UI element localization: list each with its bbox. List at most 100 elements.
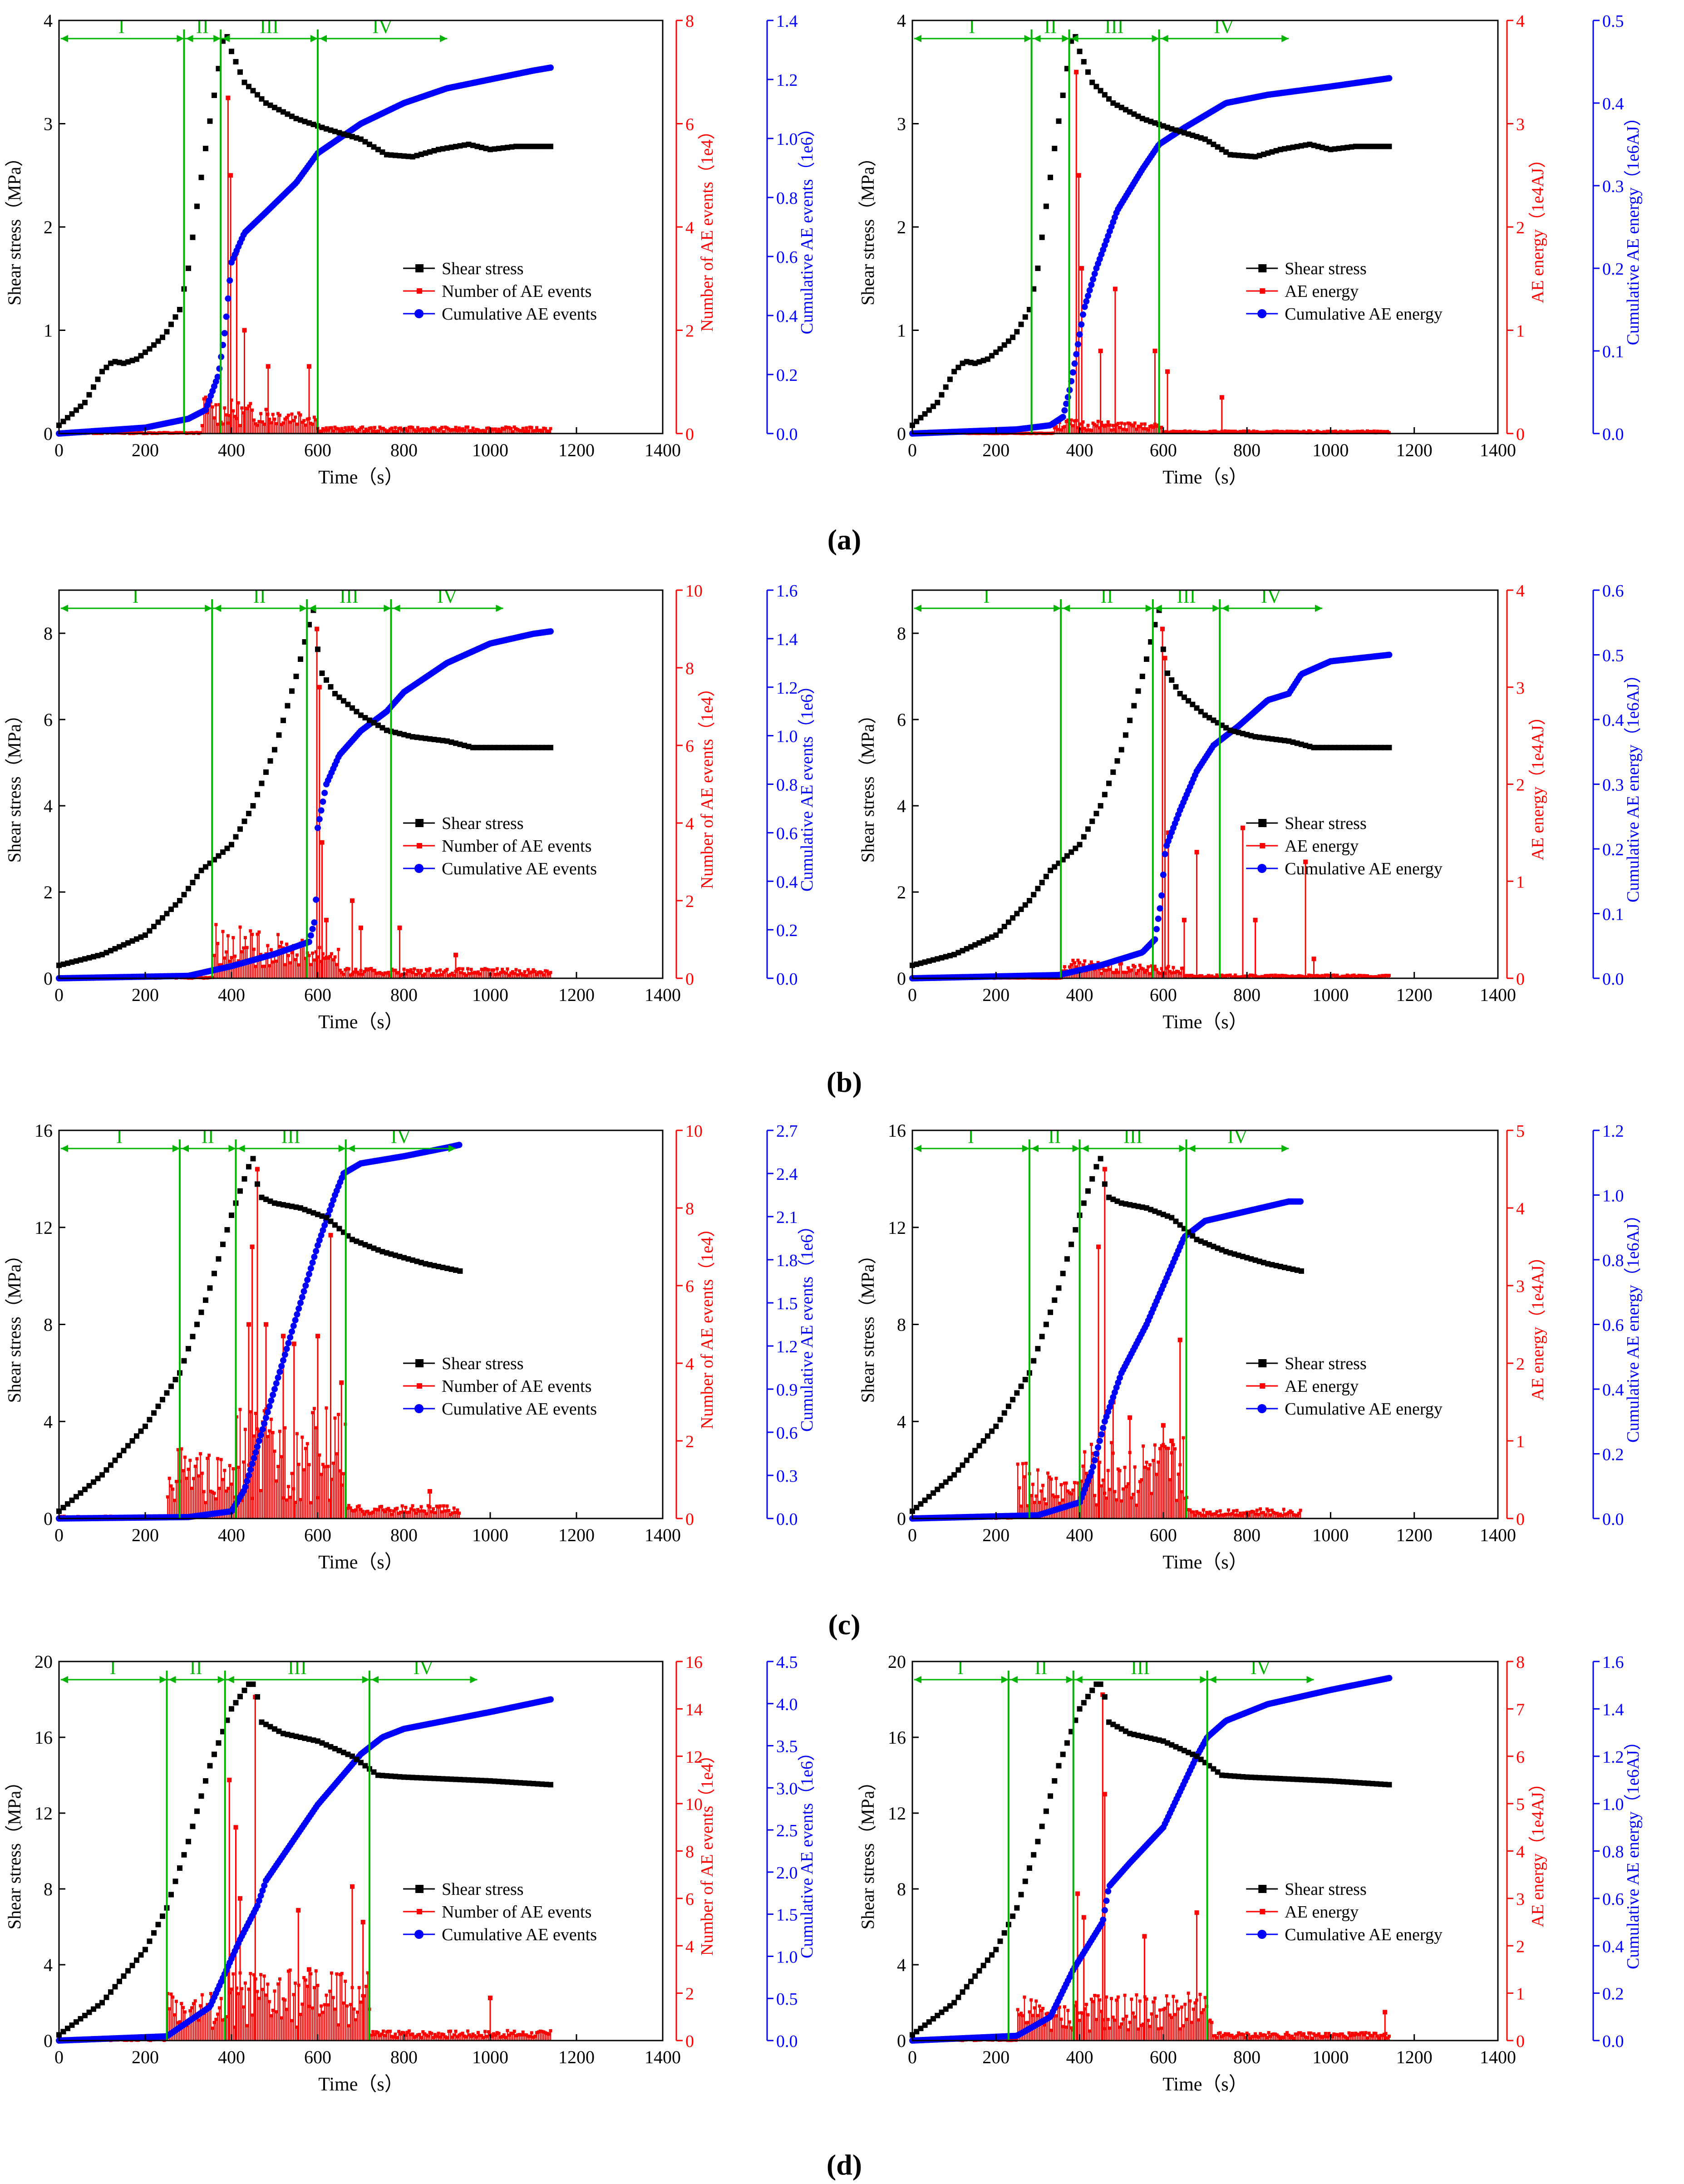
cumulative-point: [1091, 271, 1098, 277]
ae-point: [325, 426, 328, 430]
ae-point: [1192, 975, 1195, 978]
stress-point: [1269, 736, 1275, 742]
ae-peak-point: [264, 1322, 268, 1327]
ae-peak-point: [1166, 830, 1171, 835]
stress-point: [960, 948, 965, 954]
stress-point: [517, 744, 523, 750]
ae-point: [1274, 973, 1277, 977]
stress-point: [272, 747, 277, 753]
ae-point: [294, 415, 297, 419]
ae-point: [206, 1457, 209, 1460]
ae-point: [350, 425, 354, 429]
ae-point: [1292, 975, 1295, 979]
stress-point: [1332, 744, 1338, 750]
ae-point: [423, 430, 427, 434]
ae-point: [276, 1464, 280, 1468]
ae-point: [1180, 966, 1183, 970]
stage-arrowhead: [1071, 35, 1078, 42]
x-tick-label: 400: [218, 985, 245, 1005]
ae-point: [323, 1465, 326, 1469]
ae-point: [1364, 430, 1368, 434]
stress-point: [1336, 146, 1342, 152]
stress-point: [414, 153, 420, 158]
ae-point: [373, 968, 376, 972]
ae-point: [233, 954, 237, 958]
ae-point: [445, 967, 449, 971]
ae-point: [1240, 975, 1244, 979]
stress-point: [341, 131, 346, 137]
ae-point: [1238, 976, 1242, 979]
y-left-axis-title: Shear stress（MPa）: [4, 148, 25, 306]
ae-point: [286, 954, 290, 957]
stress-point: [103, 950, 109, 956]
cumulative-point: [1059, 414, 1066, 420]
stress-point: [496, 744, 502, 750]
stress-point: [143, 932, 148, 938]
axes: 0 200 400 600 800 1000 1200 1400Time（s）01234She…: [4, 10, 817, 488]
stage-arrowhead: [1145, 605, 1153, 612]
ae-point: [1193, 429, 1197, 433]
stress-point: [1236, 153, 1241, 158]
stress-point: [440, 738, 446, 744]
stress-point: [1035, 266, 1041, 271]
stress-point: [319, 670, 325, 676]
stress-point: [1102, 792, 1108, 798]
y-right2-axis-title: Cumulative AE energy（1e6AJ）: [1624, 109, 1643, 345]
ae-peak-point: [1098, 349, 1103, 353]
ae-point: [228, 1464, 231, 1467]
ae-point: [197, 975, 201, 979]
ae-point: [193, 1464, 197, 1468]
ae-point: [1061, 425, 1065, 429]
ae-point: [1069, 963, 1073, 966]
cumulative-point: [1081, 303, 1088, 310]
ae-point: [1084, 428, 1088, 432]
stress-point: [212, 92, 217, 98]
y-right1-tick-label: 4: [1516, 582, 1525, 601]
ae-point: [449, 972, 453, 976]
stress-point: [168, 907, 174, 912]
ae-point: [1130, 968, 1133, 972]
stress-point: [918, 415, 924, 421]
ae-point: [514, 427, 518, 430]
ae-point: [1330, 973, 1334, 977]
ae-point: [458, 426, 461, 430]
ae-point: [1284, 430, 1287, 434]
stage-arrowhead: [205, 605, 212, 612]
stress-point: [1010, 335, 1016, 340]
ae-point: [1064, 419, 1068, 423]
stress-point: [1378, 143, 1384, 149]
stress-point: [1048, 868, 1054, 873]
ae-point: [1187, 974, 1190, 977]
ae-point: [256, 932, 259, 936]
ae-point: [373, 426, 376, 429]
cumulative-point: [290, 1322, 297, 1329]
ae-point: [195, 1457, 199, 1460]
ae-point: [530, 970, 533, 974]
stress-point: [302, 118, 308, 124]
stress-point: [375, 147, 381, 153]
ae-point: [342, 1472, 345, 1475]
stress-point: [531, 143, 536, 149]
stress-point: [276, 732, 282, 738]
stress-point: [522, 143, 527, 149]
cumulative-point: [321, 789, 328, 796]
ae-point: [437, 429, 440, 432]
ae-point: [295, 422, 299, 426]
stress-point: [324, 677, 329, 683]
ae-point: [197, 1474, 201, 1478]
stress-point: [1231, 729, 1237, 735]
ae-point: [480, 429, 483, 433]
ae-point: [399, 974, 402, 977]
ae-point: [216, 1457, 220, 1460]
ae-point: [1197, 430, 1200, 434]
ae-point: [406, 429, 409, 433]
stress-point: [1001, 342, 1007, 348]
legend-marker: [414, 309, 424, 318]
ae-point: [1232, 429, 1236, 433]
y-right2-axis-title: Cumulative AE events（1e6）: [798, 677, 817, 892]
stress-point: [1106, 96, 1112, 102]
legend-label: AE energy: [1285, 282, 1359, 301]
ae-point: [368, 967, 371, 971]
ae-point: [380, 971, 384, 975]
ae-point: [214, 403, 218, 407]
